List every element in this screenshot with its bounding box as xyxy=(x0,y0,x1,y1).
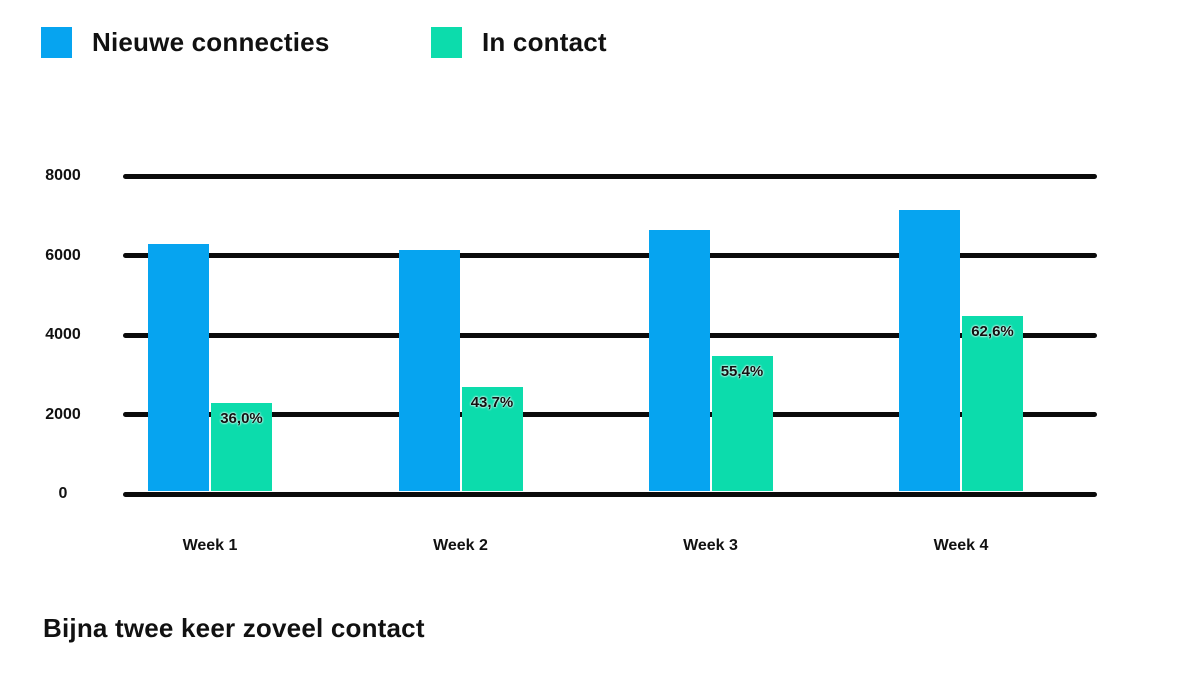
y-axis-label: 6000 xyxy=(45,246,81,264)
x-axis-label: Week 4 xyxy=(933,537,989,554)
gridline xyxy=(123,332,1097,338)
gridline xyxy=(123,253,1097,258)
legend-item-in-contact: In contact xyxy=(431,27,607,58)
x-axis-label: Week 2 xyxy=(433,537,488,554)
x-axis-label: Week 3 xyxy=(683,537,738,554)
legend-swatch-blue-icon xyxy=(41,27,72,58)
bar-value-label: 62,6% xyxy=(971,323,1014,341)
legend-label-in-contact: In contact xyxy=(482,27,607,57)
y-axis-label: 4000 xyxy=(45,326,81,343)
gridline xyxy=(123,173,1097,179)
bar-in-contact xyxy=(962,316,1023,492)
x-axis-label: Week 1 xyxy=(182,537,238,554)
bar-value-label: 36,0% xyxy=(220,409,263,427)
bar-nieuwe-connecties xyxy=(398,249,460,492)
x-axis-line xyxy=(123,491,1097,497)
bar-nieuwe-connecties xyxy=(899,209,960,492)
bar-nieuwe-connecties xyxy=(148,243,209,492)
bar-in-contact xyxy=(211,402,272,492)
y-axis-label: 2000 xyxy=(45,405,81,423)
y-axis-label: 0 xyxy=(58,485,68,502)
bar-value-label: 43,7% xyxy=(470,393,514,411)
legend-label-nieuwe-connecties: Nieuwe connecties xyxy=(92,27,330,57)
chart-title: Bijna twee keer zoveel contact xyxy=(43,613,425,643)
gridline xyxy=(123,412,1097,417)
legend-swatch-green-icon xyxy=(431,27,462,58)
bar-in-contact xyxy=(711,355,773,492)
y-axis-label: 8000 xyxy=(45,167,81,184)
bar-nieuwe-connecties xyxy=(648,229,710,492)
legend-item-nieuwe-connecties: Nieuwe connecties xyxy=(41,27,329,58)
bar-in-contact xyxy=(461,386,523,492)
bar-value-label: 55,4% xyxy=(720,362,764,380)
